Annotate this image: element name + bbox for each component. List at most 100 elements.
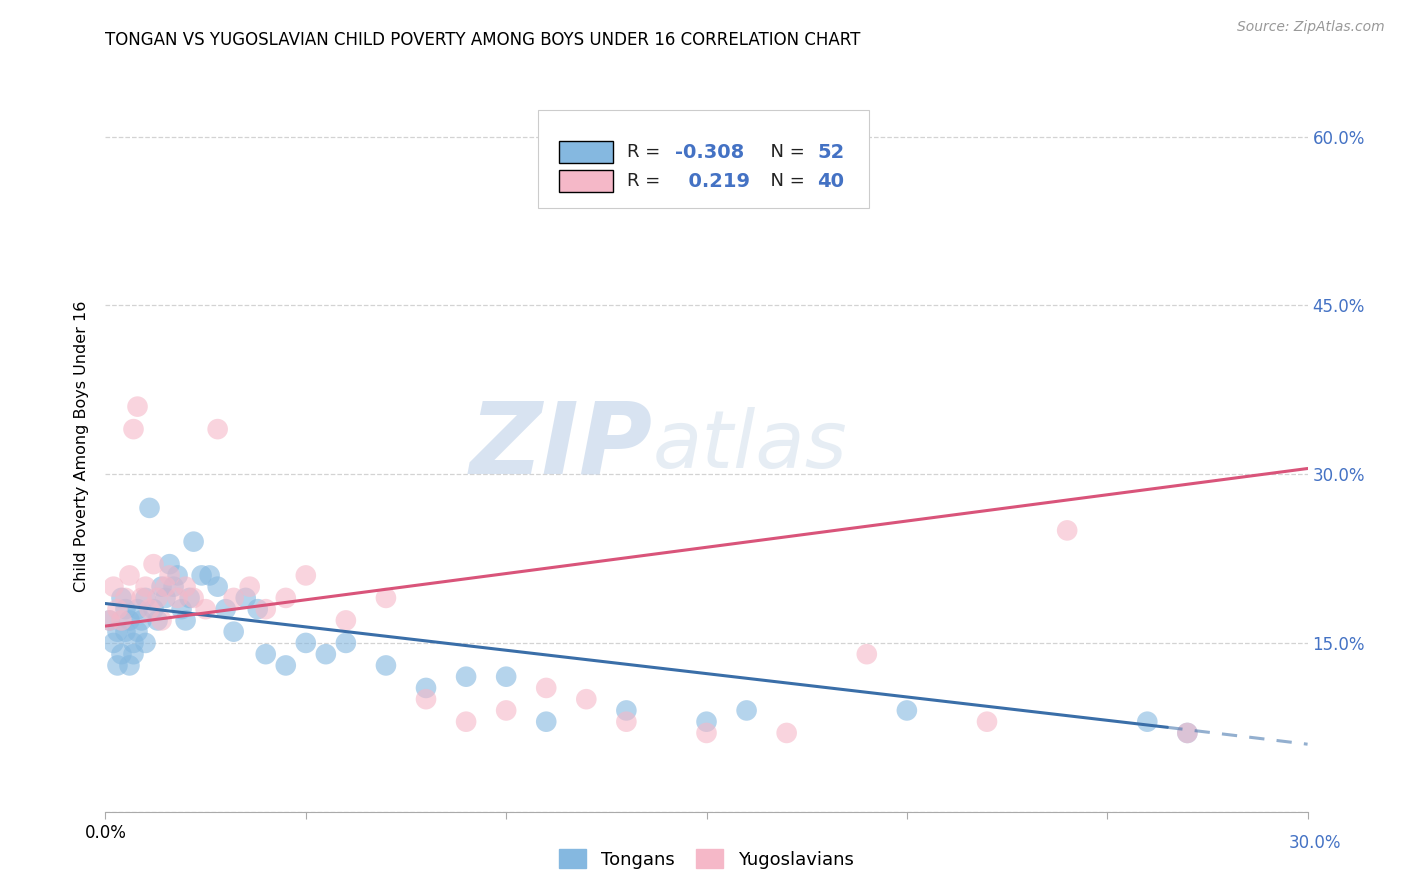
Point (454, 670, 477, 684)
Text: R =: R = (627, 172, 666, 190)
Point (495, 703, 517, 717)
Point (107, 624, 129, 639)
Point (166, 568, 188, 582)
Point (194, 602, 217, 616)
Point (114, 591, 136, 605)
Point (110, 591, 132, 605)
Text: N =: N = (759, 143, 811, 161)
Text: atlas: atlas (652, 407, 848, 485)
Point (239, 580, 262, 594)
Point (131, 614, 153, 628)
Point (855, 647, 877, 661)
Point (183, 534, 205, 549)
Point (1056, 524, 1078, 538)
Point (415, 681, 437, 695)
Point (135, 636, 157, 650)
Point (214, 602, 236, 616)
Point (146, 591, 169, 605)
Point (534, 714, 557, 729)
Point (103, 580, 125, 594)
Point (207, 422, 229, 436)
Point (150, 614, 173, 628)
Point (170, 602, 193, 616)
Point (98, 614, 121, 628)
Point (616, 714, 638, 729)
Point (274, 658, 297, 673)
Point (107, 602, 129, 616)
Point (114, 602, 136, 616)
Text: -0.308: -0.308 (675, 143, 745, 161)
Point (114, 624, 136, 639)
Point (735, 703, 758, 717)
Point (138, 500, 160, 515)
Point (127, 602, 149, 616)
Point (155, 580, 177, 594)
Point (696, 726, 718, 740)
Point (1177, 726, 1199, 740)
Point (616, 703, 638, 717)
Point (166, 591, 188, 605)
Point (110, 647, 132, 661)
Text: R =: R = (627, 143, 666, 161)
Point (190, 568, 212, 582)
Point (135, 580, 157, 594)
Text: Source: ZipAtlas.com: Source: ZipAtlas.com (1237, 20, 1385, 34)
Point (122, 647, 145, 661)
Point (174, 580, 197, 594)
Text: N =: N = (759, 172, 811, 190)
Point (335, 614, 357, 628)
Text: 40: 40 (817, 172, 844, 191)
FancyBboxPatch shape (538, 110, 869, 209)
Text: 52: 52 (817, 143, 845, 161)
Point (415, 692, 437, 706)
FancyBboxPatch shape (558, 170, 613, 193)
Text: TONGAN VS YUGOSLAVIAN CHILD POVERTY AMONG BOYS UNDER 16 CORRELATION CHART: TONGAN VS YUGOSLAVIAN CHILD POVERTY AMON… (105, 31, 860, 49)
Point (1136, 714, 1159, 729)
Point (183, 591, 205, 605)
Point (976, 714, 998, 729)
Point (374, 591, 398, 605)
Point (776, 726, 799, 740)
Point (207, 580, 229, 594)
Text: 0.219: 0.219 (675, 172, 751, 191)
Point (374, 658, 398, 673)
Point (146, 614, 169, 628)
Point (295, 636, 318, 650)
Point (150, 580, 173, 594)
Point (127, 624, 149, 639)
Text: ZIP: ZIP (470, 398, 652, 494)
Point (254, 647, 277, 661)
Point (159, 568, 181, 582)
Point (246, 602, 269, 616)
Point (107, 658, 129, 673)
Point (222, 591, 245, 605)
Point (696, 714, 718, 729)
Point (295, 568, 318, 582)
Point (142, 557, 165, 571)
Point (122, 422, 145, 436)
Point (122, 636, 145, 650)
Point (138, 602, 160, 616)
Point (575, 692, 598, 706)
Point (118, 658, 141, 673)
Point (135, 591, 157, 605)
Point (118, 568, 141, 582)
Point (98, 614, 121, 628)
Point (274, 591, 297, 605)
Point (254, 602, 277, 616)
Legend: Tongans, Yugoslavians: Tongans, Yugoslavians (553, 842, 860, 876)
Point (142, 602, 165, 616)
Point (118, 614, 141, 628)
Point (335, 636, 357, 650)
Point (222, 624, 245, 639)
Point (131, 591, 153, 605)
Point (534, 681, 557, 695)
Y-axis label: Child Poverty Among Boys Under 16: Child Poverty Among Boys Under 16 (75, 301, 90, 591)
Point (235, 591, 257, 605)
Point (155, 591, 177, 605)
Point (315, 647, 337, 661)
Point (103, 636, 125, 650)
Point (198, 568, 221, 582)
Point (896, 703, 918, 717)
Point (110, 614, 132, 628)
